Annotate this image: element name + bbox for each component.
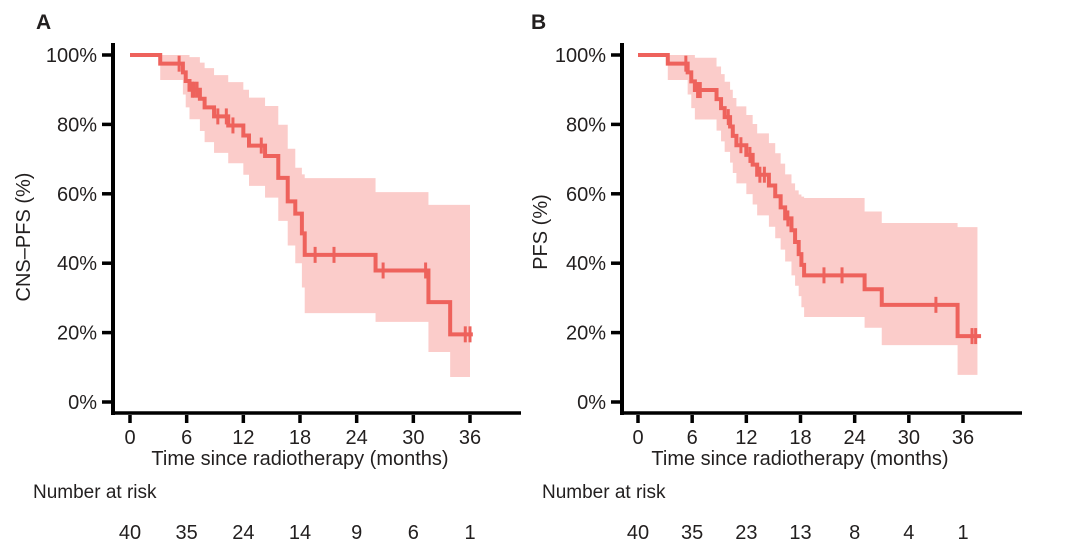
y-tick-label: 100% (46, 45, 97, 67)
number-at-risk-value: 1 (464, 522, 475, 544)
y-tick-label: 80% (566, 114, 606, 136)
number-at-risk-value: 40 (119, 522, 141, 544)
x-tick-label: 6 (687, 427, 698, 449)
number-at-risk-value: 4 (903, 522, 914, 544)
x-tick-label: 0 (632, 427, 643, 449)
y-tick-label: 80% (57, 114, 97, 136)
x-tick-label: 6 (181, 427, 192, 449)
panel-a-x-axis-title: Time since radiotherapy (months) (151, 448, 449, 470)
panel-b-km-chart: 0% 20% 40% 60% 80% 100% 0 6 12 18 24 30 36 40 35 23 13 8 4… (555, 43, 1022, 544)
y-tick-label: 100% (555, 45, 606, 67)
x-tick-label: 36 (459, 427, 481, 449)
number-at-risk-value: 9 (351, 522, 362, 544)
panel-b-x-axis-title: Time since radiotherapy (months) (651, 448, 949, 470)
y-tick-label: 0% (68, 392, 97, 414)
number-at-risk-value: 13 (789, 522, 811, 544)
number-at-risk-value: 24 (232, 522, 254, 544)
panel-b-letter: B (531, 11, 547, 34)
x-tick-label: 18 (289, 427, 311, 449)
y-tick-label: 40% (57, 253, 97, 275)
x-tick-label: 36 (952, 427, 974, 449)
panel-a: A CNS–PFS (%) 0% 20% 40% 60% 80% 100% 0 6 12 18 24… (13, 11, 521, 544)
panel-a-y-axis-title: CNS–PFS (%) (13, 172, 35, 302)
y-tick-label: 40% (566, 253, 606, 275)
x-tick-label: 0 (124, 427, 135, 449)
number-at-risk-value: 14 (289, 522, 311, 544)
panel-a-km-chart: 0% 20% 40% 60% 80% 100% 0 6 12 18 24 30 36 40 35 24 14 9 6… (46, 43, 521, 544)
y-tick-label: 0% (577, 392, 606, 414)
y-tick-label: 60% (57, 184, 97, 206)
survival-curve (638, 53, 982, 339)
x-tick-label: 30 (898, 427, 920, 449)
number-at-risk-value: 23 (735, 522, 757, 544)
x-tick-label: 18 (789, 427, 811, 449)
x-tick-label: 24 (346, 427, 368, 449)
x-tick-label: 24 (844, 427, 866, 449)
panel-b: B PFS (%) 0% 20% 40% 60% 80% 100% 0 6 12 18 24 30 36… (530, 0, 1080, 551)
y-tick-label: 20% (566, 323, 606, 345)
panel-b-number-at-risk-heading: Number at risk (542, 482, 666, 503)
y-tick-label: 60% (566, 184, 606, 206)
number-at-risk-value: 6 (408, 522, 419, 544)
panel-b-y-axis-title: PFS (%) (530, 194, 552, 270)
x-tick-label: 12 (735, 427, 757, 449)
number-at-risk-value: 40 (627, 522, 649, 544)
panel-a-number-at-risk-heading: Number at risk (33, 482, 157, 503)
number-at-risk-value: 1 (957, 522, 968, 544)
number-at-risk-value: 35 (176, 522, 198, 544)
x-tick-label: 30 (402, 427, 424, 449)
survival-curve (130, 53, 473, 337)
number-at-risk-value: 8 (849, 522, 860, 544)
y-tick-label: 20% (57, 323, 97, 345)
number-at-risk-value: 35 (681, 522, 703, 544)
panel-a-letter: A (36, 11, 52, 34)
confidence-band (638, 55, 978, 375)
x-tick-label: 12 (232, 427, 254, 449)
